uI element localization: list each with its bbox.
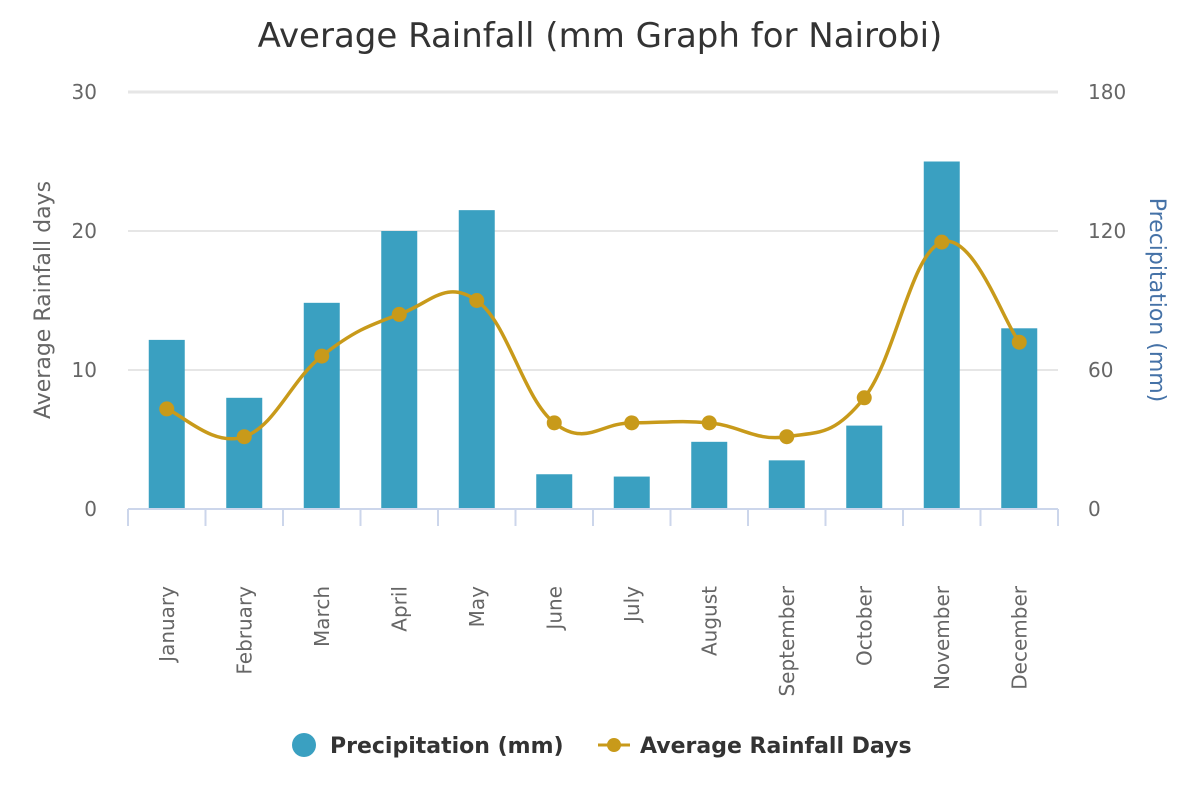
- legend-rainfall-days-label: Average Rainfall Days: [640, 734, 912, 759]
- point-rainfall-days[interactable]: [546, 415, 562, 431]
- point-rainfall-days[interactable]: [469, 293, 485, 308]
- legend[interactable]: Precipitation (mm) Average Rainfall Days: [292, 733, 912, 759]
- y-axis-right-title: Precipitation (mm): [1144, 198, 1169, 403]
- bar-precipitation[interactable]: [846, 425, 883, 509]
- bar-precipitation[interactable]: [536, 474, 573, 509]
- x-axis-tick-label: July: [620, 586, 644, 624]
- bar-precipitation[interactable]: [226, 397, 263, 509]
- point-rainfall-days[interactable]: [934, 234, 950, 250]
- point-rainfall-days[interactable]: [856, 390, 872, 406]
- bar-precipitation[interactable]: [768, 460, 805, 509]
- y-axis-right-tick-label: 120: [1088, 219, 1126, 243]
- y-axis-left-tick-label: 30: [72, 80, 97, 104]
- x-axis-tick-label: April: [387, 586, 411, 632]
- bar-precipitation[interactable]: [303, 302, 340, 509]
- bars: [148, 161, 1038, 510]
- bar-precipitation[interactable]: [148, 339, 185, 509]
- x-axis-tick-label: March: [310, 586, 334, 647]
- x-axis-tick-label: June: [542, 586, 566, 632]
- y-axis-left: 0 10 20 30: [72, 80, 97, 521]
- x-axis-tick-label: October: [852, 585, 876, 666]
- x-axis-tick-label: September: [775, 585, 799, 696]
- line-rainfall-days: [166, 239, 1021, 441]
- x-axis-tick-label: December: [1007, 585, 1031, 689]
- x-axis-tick-label: May: [465, 586, 489, 628]
- gridlines: [128, 90, 1058, 371]
- y-axis-right-tick-label: 180: [1088, 80, 1126, 104]
- legend-precipitation-marker: [292, 733, 316, 757]
- point-rainfall-days[interactable]: [236, 429, 252, 445]
- point-rainfall-days[interactable]: [391, 306, 407, 322]
- x-axis-tick-label: January: [155, 586, 179, 664]
- y-axis-left-tick-label: 0: [84, 497, 97, 521]
- x-axis-tick-label: November: [930, 585, 954, 690]
- bar-precipitation[interactable]: [923, 161, 960, 510]
- bar-precipitation[interactable]: [381, 231, 418, 509]
- y-axis-left-tick-label: 20: [72, 219, 97, 243]
- point-rainfall-days[interactable]: [1011, 334, 1027, 350]
- legend-precipitation-label: Precipitation (mm): [330, 734, 564, 759]
- point-rainfall-days[interactable]: [159, 401, 175, 417]
- x-axis-tick-label: February: [232, 586, 256, 675]
- point-rainfall-days[interactable]: [314, 348, 330, 364]
- y-axis-left-tick-label: 10: [72, 358, 97, 382]
- line-series: [159, 234, 1027, 445]
- y-axis-right-tick-label: 0: [1088, 497, 1101, 521]
- y-axis-right: 0 60 120 180: [1088, 80, 1126, 521]
- y-axis-right-tick-label: 60: [1088, 358, 1113, 382]
- y-axis-left-title: Average Rainfall days: [31, 181, 56, 419]
- chart-title: Average Rainfall (mm Graph for Nairobi): [258, 16, 943, 56]
- x-axis: January February March April May June July Augu…: [127, 508, 1059, 697]
- legend-item-rainfall-days[interactable]: Average Rainfall Days: [598, 734, 912, 759]
- point-rainfall-days[interactable]: [701, 415, 717, 431]
- bar-precipitation[interactable]: [1001, 328, 1038, 509]
- point-rainfall-days[interactable]: [624, 415, 640, 431]
- bar-precipitation[interactable]: [691, 441, 728, 509]
- point-rainfall-days[interactable]: [779, 429, 795, 445]
- x-axis-tick-label: August: [697, 586, 721, 656]
- bar-precipitation[interactable]: [613, 476, 650, 509]
- legend-rainfall-days-marker: [607, 738, 621, 752]
- bar-precipitation[interactable]: [458, 210, 495, 509]
- legend-item-precipitation[interactable]: Precipitation (mm): [292, 733, 564, 759]
